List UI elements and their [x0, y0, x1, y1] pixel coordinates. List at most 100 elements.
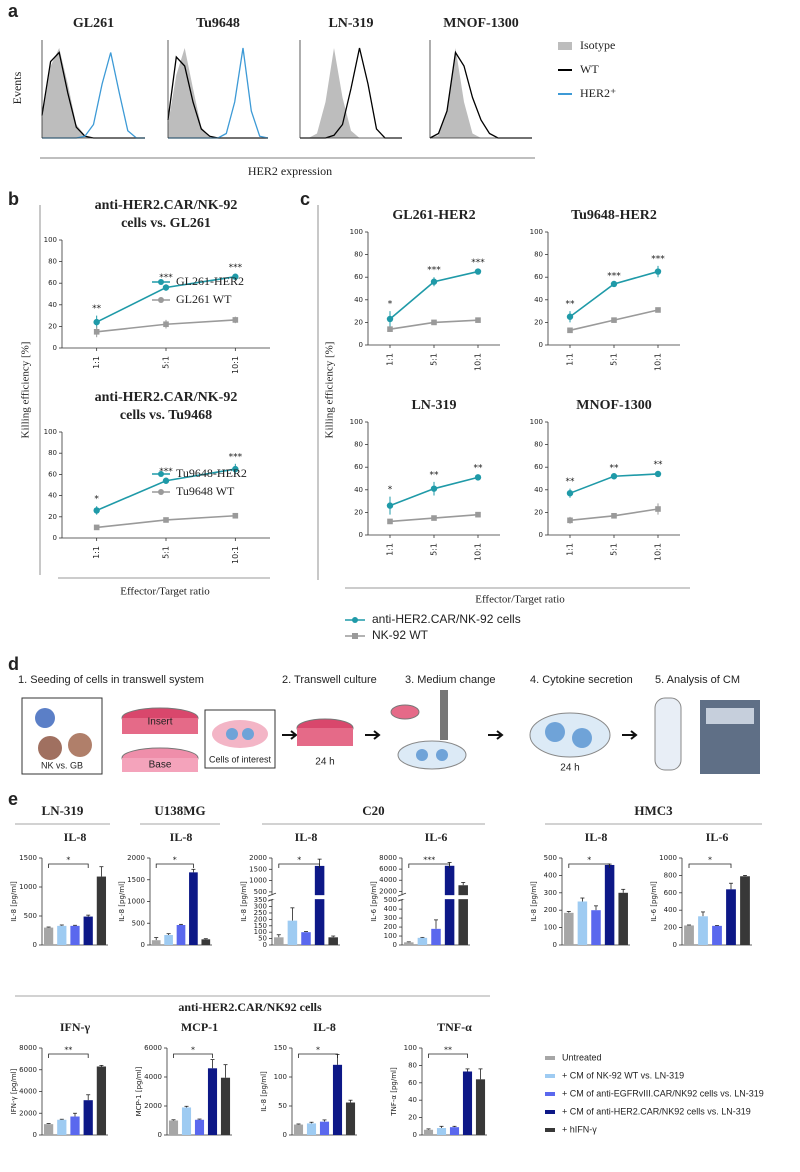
step-title: 3. Medium change	[405, 674, 496, 686]
data-point	[475, 511, 481, 518]
axis-break-gap	[403, 895, 471, 900]
y-tick-label: 200	[384, 923, 397, 931]
chart-title: IL-8	[313, 1020, 336, 1034]
y-tick-label: 0	[141, 941, 145, 949]
inset-label: NK vs. GB	[41, 760, 83, 770]
panel-label: c	[300, 189, 310, 209]
bar	[176, 924, 186, 945]
y-tick-label: 80	[408, 1061, 417, 1069]
y-tick-label: 20	[534, 508, 543, 516]
time-label: 24 h	[315, 757, 334, 768]
y-tick-label: 20	[48, 322, 57, 330]
cell	[436, 749, 448, 761]
legend-swatch	[545, 1128, 555, 1132]
y-tick-label: 0	[263, 941, 267, 949]
significance: **	[64, 1046, 72, 1055]
bar	[462, 1071, 473, 1135]
step-title: 5. Analysis of CM	[655, 674, 740, 686]
y-tick-label: 0	[413, 1131, 417, 1139]
y-tick-label: 300	[384, 914, 397, 922]
data-point	[654, 268, 662, 275]
bar	[57, 1119, 67, 1135]
chart-title: anti-HER2.CAR/NK-92	[95, 198, 238, 213]
bar	[164, 934, 173, 945]
y-tick-label: 250	[254, 909, 267, 917]
group-header: HMC3	[634, 803, 673, 818]
data-point	[431, 319, 437, 326]
y-tick-label: 8000	[19, 1044, 37, 1052]
bar	[449, 1127, 460, 1135]
legend-swatch	[545, 1056, 555, 1060]
bar	[618, 892, 628, 945]
x-tick-label: 10:1	[474, 543, 483, 561]
y-tick-label: 400	[544, 871, 557, 879]
data-point	[475, 317, 481, 323]
y-axis-label: MCP-1 [pg/ml]	[135, 1066, 143, 1116]
data-point	[163, 517, 169, 523]
bar	[83, 1100, 93, 1135]
bar	[417, 937, 428, 945]
y-tick-label: 100	[44, 236, 57, 244]
legend-marker	[158, 471, 164, 477]
chart-title: TNF-α	[437, 1020, 472, 1034]
density-line	[300, 47, 402, 139]
y-tick-label: 300	[254, 903, 267, 911]
y-tick-label: 8000	[379, 854, 397, 862]
chart-title: GL261	[73, 16, 114, 31]
legend-label: GL261 WT	[176, 292, 232, 306]
bar	[314, 865, 325, 945]
bar	[70, 925, 80, 945]
bar	[475, 1079, 486, 1135]
significance: *	[388, 485, 393, 495]
bar	[181, 1107, 192, 1135]
y-tick-label: 40	[48, 301, 57, 309]
axis-break	[398, 895, 406, 900]
y-tick-label: 6000	[144, 1044, 162, 1052]
bar	[436, 1128, 447, 1135]
data-point	[162, 477, 170, 484]
chart-title: IL-8	[64, 830, 87, 844]
significance-bracket	[155, 863, 194, 868]
time-label: 24 h	[560, 763, 579, 774]
y-axis-label: IL-6 [pg/ml]	[370, 881, 378, 922]
y-tick-label: 100	[350, 418, 363, 426]
bar	[83, 916, 93, 945]
y-tick-label: 0	[53, 534, 57, 542]
legend-label: Isotype	[580, 38, 615, 52]
y-tick-label: 0	[539, 531, 543, 539]
chart-title: IL-6	[425, 830, 448, 844]
chart-title: cells vs. GL261	[121, 216, 211, 231]
significance: *	[66, 856, 70, 865]
significance: **	[430, 470, 440, 480]
significance: **	[654, 460, 664, 470]
legend-marker	[158, 279, 164, 285]
y-tick-label: 400	[384, 905, 397, 913]
y-tick-label: 100	[530, 228, 543, 236]
y-tick-label: 1500	[19, 854, 37, 862]
bar	[70, 1116, 80, 1135]
data-point	[93, 329, 100, 335]
y-tick-label: 40	[48, 492, 57, 500]
bar	[194, 1119, 205, 1135]
chart-title: IL-8	[170, 830, 193, 844]
significance: *	[708, 856, 712, 865]
bar	[57, 925, 67, 945]
y-tick-label: 0	[539, 341, 543, 349]
significance: ***	[159, 467, 173, 477]
x-axis-label: Effector/Target ratio	[475, 594, 565, 606]
y-tick-label: 100	[404, 1044, 417, 1052]
bar	[207, 1068, 218, 1135]
significance: **	[444, 1046, 452, 1055]
y-tick-label: 20	[408, 1114, 417, 1122]
bar	[328, 937, 338, 945]
chart-title: LN-319	[411, 398, 456, 413]
data-point	[93, 507, 100, 514]
y-tick-label: 100	[254, 928, 267, 936]
chart-title: LN-319	[328, 16, 373, 31]
bar	[740, 876, 750, 945]
x-tick-label: 1:1	[386, 543, 395, 556]
bar	[444, 865, 455, 945]
bar	[306, 1123, 317, 1135]
y-tick-label: 6000	[19, 1066, 37, 1074]
axis-break-gap	[273, 895, 341, 900]
